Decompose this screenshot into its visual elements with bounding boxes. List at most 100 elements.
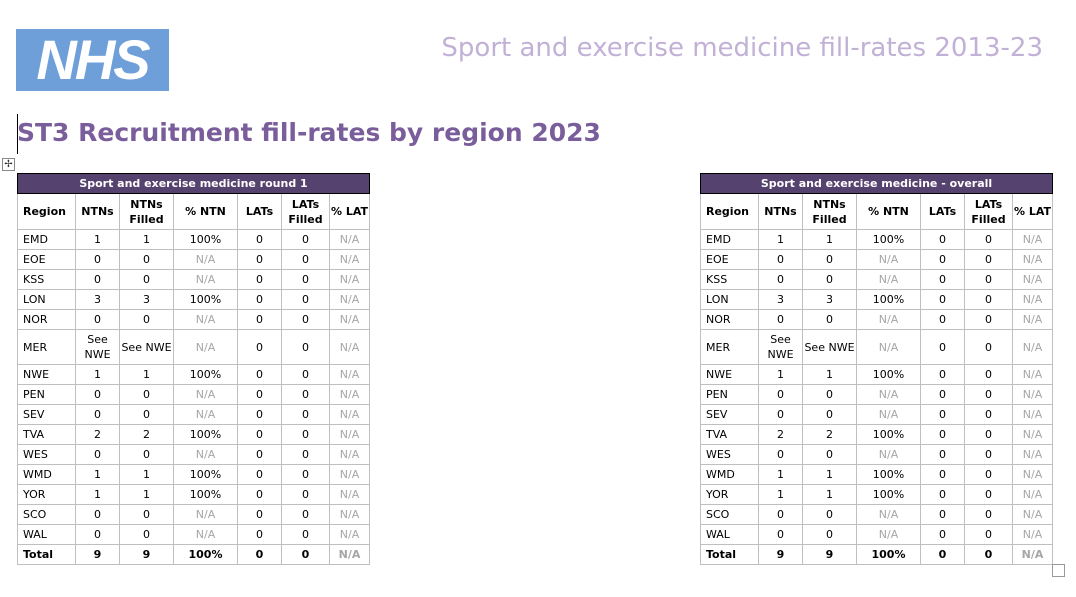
table-caption: Sport and exercise medicine - overall — [699, 173, 1054, 194]
cell-lats: 0 — [237, 524, 282, 545]
page-title: ST3 Recruitment fill-rates by region 202… — [17, 118, 601, 147]
total-row: Total 9 9 100% 0 0 N/A — [700, 544, 1054, 565]
table-row: EOE 0 0 N/A 0 0 N/A — [700, 249, 1054, 270]
move-icon[interactable]: ✢ — [2, 158, 15, 171]
cell-ntns: 1 — [75, 484, 120, 505]
cell-pct-lat: N/A — [1011, 269, 1054, 290]
cell-pct-ntn: N/A — [856, 444, 921, 465]
cell-pct-ntn: N/A — [173, 404, 238, 425]
cell-ntns-filled: 1 — [802, 484, 857, 505]
cell-lats: 0 — [920, 329, 965, 365]
cell-pct-lat: N/A — [328, 384, 371, 405]
cell-ntns: 0 — [758, 524, 803, 545]
cell-lats: 0 — [237, 504, 282, 525]
cell-ntns-filled: 3 — [119, 289, 174, 310]
cell-region: PEN — [17, 384, 76, 405]
cell-ntns-filled: 1 — [119, 364, 174, 385]
cell-region: WMD — [700, 464, 759, 485]
cell-ntns: 0 — [758, 384, 803, 405]
cell-ntns-filled: 0 — [802, 524, 857, 545]
cell-pct-lat: N/A — [328, 544, 371, 565]
resize-icon[interactable] — [1052, 564, 1065, 577]
table-header-row: Region NTNs NTNs Filled% NTN LATs LATs Fille… — [17, 193, 371, 230]
cell-lats: 0 — [237, 444, 282, 465]
cell-pct-lat: N/A — [1011, 424, 1054, 445]
cell-ntns: 0 — [758, 249, 803, 270]
cell-lats: 0 — [920, 229, 965, 250]
cell-region: NOR — [700, 309, 759, 330]
cell-pct-lat: N/A — [328, 464, 371, 485]
cell-region: LON — [17, 289, 76, 310]
cell-pct-lat: N/A — [1011, 364, 1054, 385]
cell-ntns-filled: 0 — [802, 384, 857, 405]
cell-lats-filled: 0 — [281, 444, 330, 465]
cell-pct-lat: N/A — [1011, 289, 1054, 310]
cell-pct-lat: N/A — [328, 329, 371, 365]
cell-lats: 0 — [237, 544, 282, 565]
cell-lats-filled: 0 — [964, 424, 1013, 445]
cell-pct-ntn: 100% — [173, 229, 238, 250]
fill-rate-table-overall: Sport and exercise medicine - overall Re… — [699, 173, 1054, 565]
cell-ntns: 0 — [75, 504, 120, 525]
cell-ntns: 1 — [758, 364, 803, 385]
cell-region: WMD — [17, 464, 76, 485]
cell-lats-filled: 0 — [281, 289, 330, 310]
cell-lats-filled: 0 — [964, 524, 1013, 545]
cell-lats: 0 — [920, 384, 965, 405]
cell-pct-lat: N/A — [328, 444, 371, 465]
cell-pct-lat: N/A — [1011, 464, 1054, 485]
column-header-lats-filled: LATs Filled — [964, 193, 1013, 230]
cell-region: WES — [17, 444, 76, 465]
cell-pct-lat: N/A — [1011, 329, 1054, 365]
cell-ntns-filled: 0 — [802, 309, 857, 330]
cell-pct-ntn: 100% — [856, 229, 921, 250]
cell-ntns: See NWE — [758, 329, 803, 365]
cell-pct-ntn: N/A — [173, 249, 238, 270]
column-header-lats: LATs — [920, 193, 965, 230]
column-header-lats-filled: LATs Filled — [281, 193, 330, 230]
cell-lats: 0 — [920, 524, 965, 545]
cell-ntns-filled: 0 — [802, 444, 857, 465]
cell-lats: 0 — [920, 289, 965, 310]
table-row: WES 0 0 N/A 0 0 N/A — [700, 444, 1054, 465]
cell-lats-filled: 0 — [964, 404, 1013, 425]
cell-region: EMD — [17, 229, 76, 250]
column-header-lats: LATs — [237, 193, 282, 230]
cell-ntns-filled: 2 — [802, 424, 857, 445]
table-row: WMD 1 1 100% 0 0 N/A — [17, 464, 371, 485]
total-row: Total 9 9 100% 0 0 N/A — [17, 544, 371, 565]
cell-ntns-filled: 1 — [802, 229, 857, 250]
cell-ntns: 0 — [75, 524, 120, 545]
cell-ntns: 0 — [75, 309, 120, 330]
text-cursor — [17, 114, 18, 154]
cell-ntns-filled: 0 — [119, 444, 174, 465]
column-header-ntns: NTNs — [758, 193, 803, 230]
cell-lats-filled: 0 — [964, 289, 1013, 310]
cell-ntns-filled: See NWE — [119, 329, 174, 365]
cell-lats-filled: 0 — [281, 249, 330, 270]
cell-lats-filled: 0 — [281, 384, 330, 405]
cell-pct-lat: N/A — [328, 229, 371, 250]
cell-pct-lat: N/A — [328, 484, 371, 505]
cell-lats: 0 — [920, 504, 965, 525]
cell-pct-ntn: N/A — [856, 309, 921, 330]
cell-pct-ntn: N/A — [856, 404, 921, 425]
cell-pct-lat: N/A — [328, 504, 371, 525]
cell-lats: 0 — [920, 464, 965, 485]
cell-region: SCO — [17, 504, 76, 525]
cell-pct-ntn: N/A — [856, 269, 921, 290]
cell-lats-filled: 0 — [281, 424, 330, 445]
cell-ntns-filled: 1 — [119, 229, 174, 250]
cell-pct-ntn: N/A — [173, 269, 238, 290]
cell-region: EOE — [17, 249, 76, 270]
cell-ntns-filled: 0 — [119, 269, 174, 290]
cell-pct-lat: N/A — [328, 309, 371, 330]
cell-pct-lat: N/A — [328, 364, 371, 385]
cell-region: WES — [700, 444, 759, 465]
cell-lats-filled: 0 — [281, 229, 330, 250]
cell-pct-lat: N/A — [1011, 384, 1054, 405]
table-row: WAL 0 0 N/A 0 0 N/A — [700, 524, 1054, 545]
nhs-logo: NHS — [16, 29, 169, 91]
cell-region: SCO — [700, 504, 759, 525]
cell-ntns-filled: 0 — [802, 504, 857, 525]
